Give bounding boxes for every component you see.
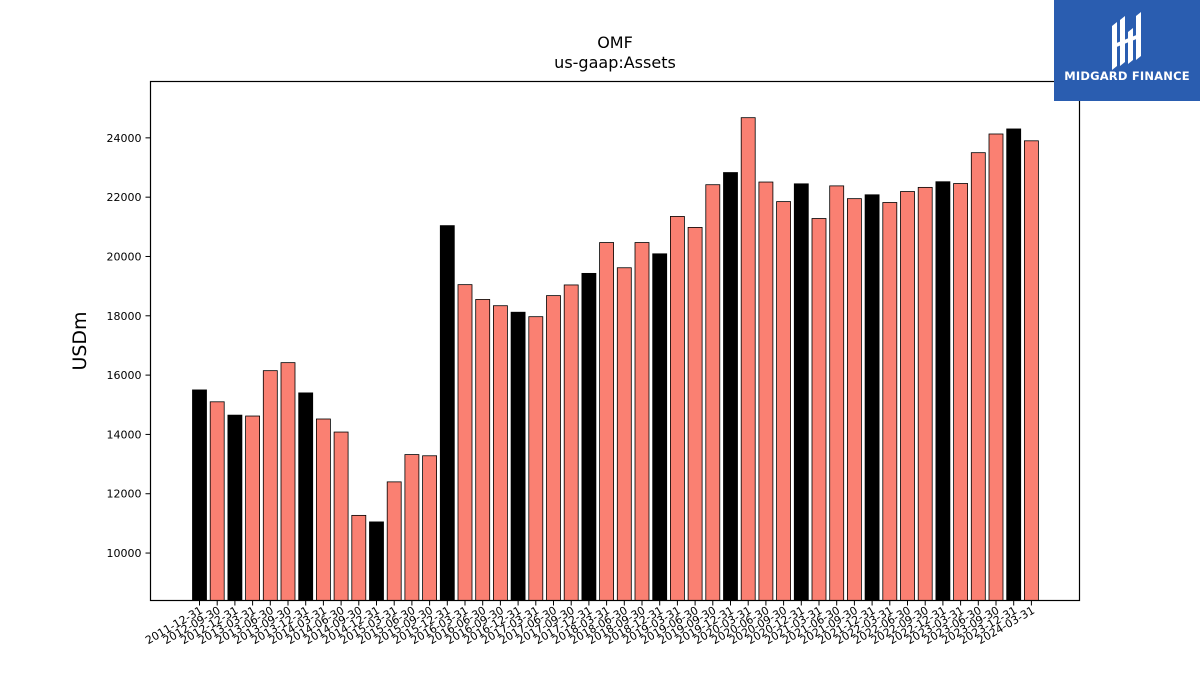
- bar-2014-03-31: [315, 418, 331, 601]
- bar-2021-12-31: [864, 194, 880, 601]
- bar-2013-12-31: [298, 392, 314, 601]
- bar-2023-09-30: [988, 133, 1004, 601]
- bar-2023-06-30: [970, 152, 986, 601]
- chart-title: OMF: [597, 33, 633, 52]
- bar-2013-09-30: [280, 362, 296, 601]
- bar-2020-12-31: [793, 183, 809, 601]
- y-tick-label: 10000: [107, 547, 142, 560]
- y-tick-label: 14000: [107, 428, 142, 441]
- bar-2021-09-30: [847, 198, 862, 601]
- y-tick-label: 22000: [107, 191, 142, 204]
- bar-2014-12-31: [369, 521, 384, 601]
- bar-2020-06-30: [758, 181, 774, 601]
- bar-2015-12-31: [439, 225, 455, 601]
- y-tick-label: 12000: [107, 488, 142, 501]
- bar-2015-06-30: [404, 454, 420, 601]
- bar-2022-09-30: [917, 186, 933, 601]
- bar-2022-06-30: [900, 191, 915, 601]
- bar-2017-06-30: [546, 295, 561, 601]
- bar-2019-06-30: [687, 227, 703, 601]
- bar-2017-12-31: [581, 272, 597, 601]
- bar-2019-09-30: [705, 184, 721, 601]
- bar-2021-06-30: [829, 185, 845, 601]
- bar-2019-03-31: [670, 216, 685, 601]
- bar-2017-03-31: [528, 316, 544, 601]
- bar-2023-03-31: [953, 183, 968, 601]
- bar-2016-12-31: [510, 311, 526, 601]
- bar-2013-06-30: [262, 370, 278, 601]
- y-tick-label: 18000: [107, 310, 142, 323]
- bar-2015-09-30: [422, 455, 438, 601]
- y-tick-label: 20000: [107, 250, 142, 263]
- bar-2018-03-31: [599, 242, 614, 601]
- y-tick-label: 24000: [107, 132, 142, 145]
- bar-2016-09-30: [492, 305, 508, 601]
- bar-2018-09-30: [634, 242, 650, 601]
- bar-2014-09-30: [351, 514, 367, 601]
- y-axis-ticks: 10000 12000 14000 16000 18000 20000 22000 24000: [107, 132, 151, 560]
- midgard-logo-icon: [1112, 12, 1141, 70]
- y-tick-label: 16000: [107, 369, 142, 382]
- midgard-finance-logo: MIDGARD FINANCE: [1054, 0, 1200, 101]
- bar-2016-06-30: [475, 299, 491, 601]
- bar-2016-03-31: [457, 284, 473, 601]
- bar-2018-12-31: [652, 253, 668, 601]
- bar-2020-03-31: [740, 117, 756, 601]
- bar-2012-09-30: [209, 401, 225, 601]
- bar-2023-12-31: [1006, 128, 1022, 601]
- bar-2014-06-30: [333, 431, 349, 601]
- bar-2019-12-31: [723, 172, 738, 601]
- bar-2012-12-31: [227, 414, 243, 601]
- x-axis-ticks: 2011-12-312012-09-302012-12-312013-03-31…: [143, 600, 1037, 647]
- bars: [192, 117, 1039, 601]
- bar-2015-03-31: [386, 481, 402, 601]
- bar-2018-06-30: [616, 267, 632, 601]
- bar-2011-12-31: [192, 389, 207, 601]
- logo-text: MIDGARD FINANCE: [1064, 69, 1190, 83]
- bar-2017-09-30: [563, 284, 579, 601]
- chart-subtitle: us-gaap:Assets: [554, 53, 676, 72]
- bar-2021-03-31: [811, 218, 827, 601]
- plot-frame: [149, 80, 1081, 602]
- bar-2022-12-31: [935, 181, 951, 601]
- bar-2022-03-31: [882, 202, 898, 601]
- bar-2024-03-31: [1024, 140, 1039, 601]
- bar-2020-09-30: [776, 201, 791, 601]
- y-axis-label: USDm: [69, 311, 91, 370]
- bar-2013-03-31: [245, 415, 261, 601]
